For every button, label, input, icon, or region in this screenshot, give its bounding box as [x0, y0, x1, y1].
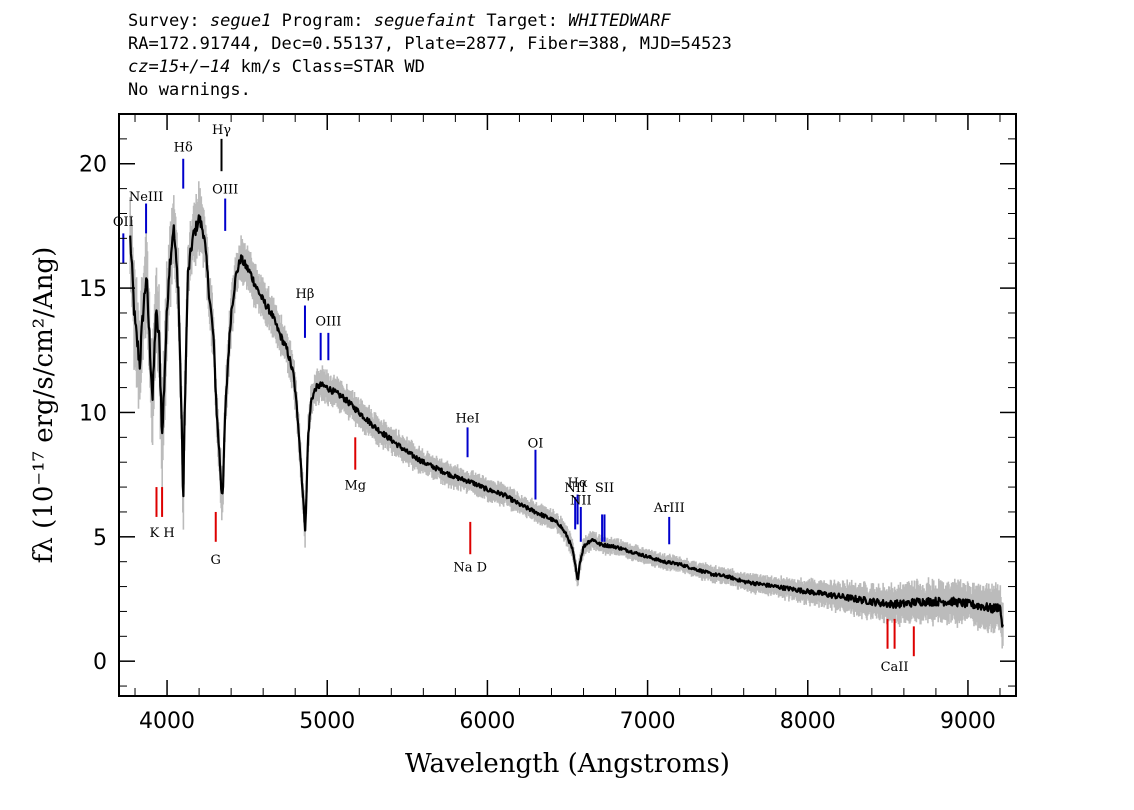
- spectral-line-label: OI: [528, 436, 544, 451]
- spectral-lines-layer: OIINeIIIHδHγOIIIHβOIIIHeIOINIIHαNIISIIAr…: [113, 123, 915, 675]
- spectral-line-label: Hβ: [296, 287, 315, 302]
- spectral-line-label: Na D: [453, 561, 487, 576]
- spectral-line-label: K H: [149, 526, 174, 541]
- x-tick-label: 4000: [139, 709, 195, 734]
- spectral-line-label: CaII: [881, 660, 909, 675]
- y-tick-label: 15: [79, 277, 107, 302]
- spectral-line-label: OIII: [315, 314, 341, 329]
- header-line-1: Survey: segue1 Program: seguefaint Targe…: [128, 10, 732, 33]
- y-tick-label: 20: [79, 153, 107, 178]
- spectral-line-label: NeIII: [129, 190, 163, 205]
- spectral-line-label: Hγ: [212, 123, 231, 138]
- axes-layer: 4000 5000 6000 7000 8000 9000 0 5 10 15 20: [79, 114, 1016, 734]
- error-band-layer: [129, 181, 1004, 649]
- program-label: Program:: [281, 11, 364, 31]
- x-tick-label: 5000: [299, 709, 355, 734]
- survey-label: Survey:: [128, 11, 200, 31]
- error-band: [129, 181, 1004, 649]
- spectral-line-label: G: [211, 553, 221, 568]
- x-tick-label: 8000: [780, 709, 836, 734]
- program-value: seguefaint: [373, 11, 477, 31]
- y-axis-title: fλ (10⁻¹⁷ erg/s/cm²/Ang): [29, 247, 59, 563]
- y-tick-label: 0: [93, 650, 107, 675]
- spectral-line-label: Hδ: [174, 140, 193, 155]
- spectral-line-label: NII: [570, 493, 592, 508]
- spectral-line-label: Hα: [568, 476, 588, 491]
- redshift-value: cz=15+/−14: [128, 57, 231, 77]
- plot-frame: [118, 113, 1017, 697]
- spectrum-line: [129, 214, 1004, 628]
- y-tick-label: 10: [79, 401, 107, 426]
- x-tick-label: 9000: [940, 709, 996, 734]
- spectral-line-label: ArIII: [653, 501, 685, 516]
- spectral-line-label: HeI: [455, 411, 479, 426]
- x-tick-label: 7000: [620, 709, 676, 734]
- spectral-line-label: OIII: [212, 183, 238, 198]
- spectral-line-label: OII: [113, 215, 134, 230]
- spectrum-layer: [129, 214, 1004, 628]
- header-line-4: No warnings.: [128, 80, 251, 100]
- spectral-line-label: Mg: [344, 479, 366, 494]
- survey-value: segue1: [209, 11, 272, 31]
- target-label: Target:: [486, 11, 558, 31]
- header-line-3: cz=15+/−14 km/s Class=STAR WD: [128, 56, 732, 79]
- target-value: WHITEDWARF: [568, 11, 671, 31]
- spectral-line-label: NII: [564, 481, 586, 496]
- y-tick-label: 5: [93, 526, 107, 551]
- header-line-2: RA=172.91744, Dec=0.55137, Plate=2877, F…: [128, 34, 732, 54]
- x-tick-label: 6000: [459, 709, 515, 734]
- class-text: km/s Class=STAR WD: [230, 57, 425, 77]
- x-axis-title: Wavelength (Angstroms): [405, 749, 730, 779]
- spectrum-header: Survey: segue1 Program: seguefaint Targe…: [128, 10, 732, 102]
- spectral-line-label: SII: [595, 481, 614, 496]
